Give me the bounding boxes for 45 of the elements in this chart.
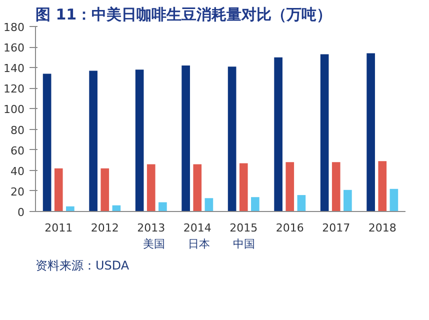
bar [251, 197, 260, 212]
bar [378, 161, 387, 212]
bar [366, 53, 375, 212]
chart-title: 图 11：中美日咖啡生豆消耗量对比（万吨） [36, 6, 332, 24]
y-tick-label: 60 [10, 144, 25, 158]
x-tick-label: 2013 [137, 222, 166, 234]
x-tick-label: 2014 [183, 222, 212, 234]
y-tick-label: 160 [4, 42, 25, 55]
bar [204, 198, 214, 212]
bar [344, 190, 352, 212]
bar [42, 74, 52, 212]
x-tick-label: 2011 [44, 222, 73, 234]
x-tick-label: 2017 [322, 222, 350, 234]
y-tick-label: 140 [4, 62, 25, 76]
bar [89, 70, 98, 212]
bar [320, 54, 329, 212]
x-tick-label: 2015 [230, 222, 258, 234]
bar [135, 70, 144, 212]
bar [158, 202, 167, 212]
x-tick-label: 2016 [276, 222, 304, 234]
y-tick-label: 40 [10, 164, 25, 178]
x-tick-label: 2018 [368, 222, 396, 234]
bar [182, 66, 190, 212]
text: 日本 [188, 236, 210, 252]
bar [193, 164, 202, 212]
bar [100, 168, 110, 212]
bar [228, 66, 236, 212]
y-tick-label: 0 [18, 206, 24, 219]
text: 资料来源：USDA [36, 258, 130, 272]
y-tick-label: 80 [10, 124, 25, 137]
bar [390, 188, 398, 212]
text: 美国 [143, 236, 165, 252]
bar [54, 168, 63, 212]
y-tick-label: 100 [4, 103, 25, 116]
bar [146, 164, 156, 212]
bar [286, 162, 294, 212]
y-tick-label: 120 [4, 82, 25, 96]
y-tick-label: 180 [4, 21, 25, 34]
bar [274, 57, 282, 212]
bar [239, 163, 248, 212]
y-tick-label: 20 [10, 185, 25, 198]
text: 中国 [233, 236, 255, 252]
bar [332, 162, 340, 212]
bar [297, 195, 306, 212]
x-tick-label: 2012 [90, 222, 119, 234]
